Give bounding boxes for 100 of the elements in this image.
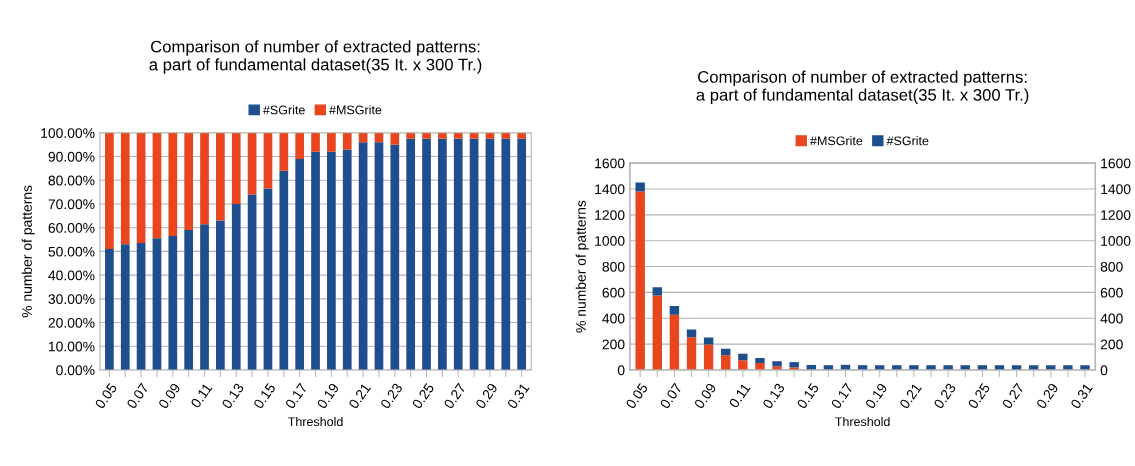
x-axis-title: Threshold [835, 416, 890, 427]
y-tick-label: 1600 [595, 158, 625, 169]
y-axis-title: % number of patterns [21, 185, 35, 318]
y-tick-label: 200 [602, 339, 625, 350]
bar [105, 249, 114, 370]
chart-title: Comparison of number of extracted patterns: a part of fundamental dataset(35 It. x 300 Tr.) [696, 70, 1029, 105]
y-axis-title: % number of patterns [575, 200, 589, 333]
y-tick-label: 90.00% [48, 151, 95, 162]
bar [738, 360, 748, 370]
bar [501, 132, 511, 139]
y2-tick-label: 800 [1100, 261, 1123, 272]
x-axis-title: Threshold [288, 416, 343, 427]
bar [136, 243, 146, 370]
bar [327, 151, 336, 370]
y2-tick-label: 0 [1100, 365, 1108, 376]
y-tick-label: 400 [602, 313, 625, 324]
bar [652, 287, 662, 296]
bar [136, 132, 146, 244]
y-tick-label: 80.00% [48, 175, 95, 186]
bar [247, 194, 257, 370]
bar [390, 144, 400, 370]
legend-label: #MSGrite [329, 105, 382, 115]
bar [342, 132, 352, 150]
bar [184, 230, 194, 370]
bar [168, 235, 178, 370]
bar [453, 138, 463, 370]
y2-tick-label: 1000 [1101, 236, 1131, 246]
bar [485, 132, 495, 139]
bar [105, 132, 114, 250]
bar [438, 138, 447, 370]
bar [789, 362, 799, 368]
bar [152, 132, 162, 239]
bar [152, 238, 162, 370]
legend-label: #SGrite [263, 105, 305, 115]
bar [279, 132, 289, 171]
y2-tick-label: 400 [1100, 313, 1123, 324]
bar [469, 138, 479, 370]
bar [635, 182, 645, 192]
y-tick-label: 10.00% [48, 341, 95, 352]
bar [311, 132, 320, 152]
bar [120, 244, 130, 370]
bar [755, 357, 765, 364]
bar [216, 132, 225, 221]
y2-tick-label: 1600 [1101, 158, 1131, 169]
bar [216, 220, 225, 370]
bar [703, 344, 714, 370]
bar [311, 151, 320, 370]
bar [184, 132, 194, 231]
x-tick-label: 0.11 [728, 382, 751, 409]
bar [669, 306, 680, 315]
bar [406, 132, 416, 139]
bar [263, 188, 273, 370]
y-tick-label: 50.00% [48, 246, 95, 257]
y-tick-label: 800 [602, 261, 625, 272]
bar [200, 224, 209, 370]
y-tick-label: 1400 [595, 184, 625, 195]
bar [501, 138, 511, 370]
bar [453, 132, 463, 139]
y-tick-label: 70.00% [48, 199, 95, 210]
bar [635, 191, 645, 370]
bar [517, 132, 527, 139]
bar [485, 138, 495, 370]
bar [422, 138, 431, 370]
bar [231, 203, 241, 370]
bar [669, 314, 680, 370]
bar [200, 132, 209, 225]
bar [721, 348, 731, 356]
y-tick-label: 100.00% [41, 128, 95, 138]
bar [738, 353, 748, 361]
y-tick-label: 600 [602, 287, 625, 298]
y-tick-label: 1200 [595, 210, 625, 220]
bar [755, 363, 765, 370]
legend-label: #MSGrite [810, 136, 863, 146]
legend-label: #SGrite [886, 136, 929, 146]
bar [406, 138, 416, 370]
bar [438, 132, 447, 139]
bar [295, 132, 305, 159]
bar [703, 337, 714, 345]
bar [358, 142, 368, 370]
y2-tick-label: 200 [1100, 339, 1123, 350]
y2-tick-label: 1400 [1101, 184, 1131, 195]
y-tick-label: 0.00% [56, 365, 95, 376]
bar [342, 149, 352, 370]
y2-tick-label: 1200 [1101, 210, 1131, 220]
bar [279, 170, 289, 370]
y-tick-label: 30.00% [48, 294, 95, 305]
y-tick-label: 0 [617, 365, 625, 376]
bar [721, 355, 731, 370]
x-tick-label: 0.11 [190, 382, 213, 409]
chart-title: Comparison of number of extracted patterns: a part of fundamental dataset(35 It. x 300 Tr.) [149, 40, 482, 74]
bar [263, 132, 273, 189]
bar [517, 138, 527, 370]
bar [247, 132, 257, 195]
bar [422, 132, 431, 139]
bar [231, 132, 241, 204]
y-tick-label: 20.00% [48, 317, 95, 328]
y-tick-label: 40.00% [48, 270, 95, 281]
bar [390, 132, 400, 145]
bar [295, 158, 305, 370]
y-tick-label: 1000 [595, 236, 625, 246]
